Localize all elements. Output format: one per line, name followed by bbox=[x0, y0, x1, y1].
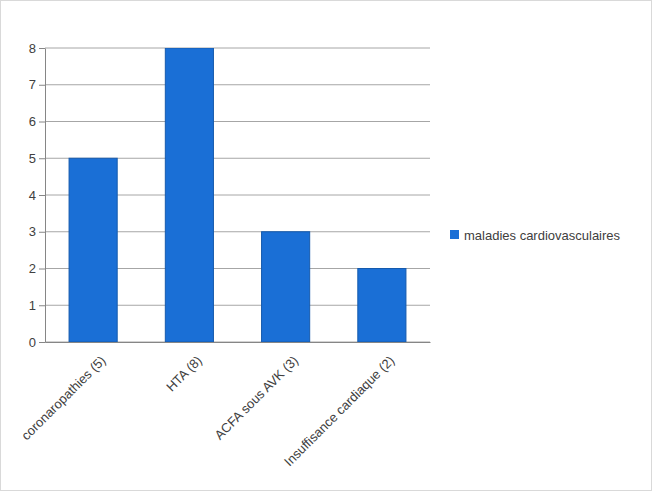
y-tick-label: 0 bbox=[29, 335, 36, 350]
y-axis-line bbox=[45, 49, 46, 343]
x-tick: HTA (8) bbox=[163, 342, 205, 394]
grid-line bbox=[45, 48, 430, 49]
y-tick-label: 8 bbox=[29, 41, 36, 56]
legend-swatch bbox=[450, 230, 459, 239]
y-tick-label: 5 bbox=[29, 151, 36, 166]
legend-item: maladies cardiovasculaires bbox=[450, 228, 621, 243]
y-tick-mark bbox=[39, 158, 45, 159]
legend: maladies cardiovasculaires bbox=[450, 228, 621, 243]
y-tick-label: 2 bbox=[29, 261, 36, 276]
y-tick-mark bbox=[39, 48, 45, 49]
y-tick-mark bbox=[39, 122, 45, 123]
y-tick: 5 bbox=[29, 151, 45, 166]
y-tick-mark bbox=[39, 232, 45, 233]
chart: 0 1 2 3 4 5 6 7 8 coronaropathies (5) HTA (8)ACFA … bbox=[0, 0, 652, 491]
bar bbox=[69, 158, 117, 342]
y-tick: 7 bbox=[29, 77, 45, 92]
x-tick: ACFA sous AVK (3) bbox=[211, 342, 301, 442]
grid bbox=[45, 48, 430, 342]
y-tick: 4 bbox=[29, 188, 45, 203]
x-tick-label: Insuffisance cardiaque (2) bbox=[281, 353, 397, 469]
y-tick-label: 7 bbox=[29, 77, 36, 92]
y-tick-mark bbox=[39, 305, 45, 306]
bar bbox=[165, 48, 213, 342]
x-axis: coronaropathies (5) HTA (8)ACFA sous AVK … bbox=[18, 342, 430, 469]
bar bbox=[262, 232, 310, 342]
bars bbox=[69, 48, 406, 342]
x-tick-label: ACFA sous AVK (3) bbox=[211, 353, 301, 443]
bar bbox=[358, 269, 406, 343]
y-tick: 0 bbox=[29, 335, 45, 350]
y-tick: 6 bbox=[29, 114, 45, 129]
y-tick: 8 bbox=[29, 41, 45, 56]
plot: 0 1 2 3 4 5 6 7 8 coronaropathies (5) HTA (8)ACFA … bbox=[18, 41, 430, 469]
y-tick-mark bbox=[39, 342, 45, 343]
y-tick: 3 bbox=[29, 224, 45, 239]
x-tick-label: HTA (8) bbox=[163, 353, 205, 395]
grid-line bbox=[45, 84, 430, 85]
legend-label: maladies cardiovasculaires bbox=[464, 228, 621, 243]
grid-line bbox=[45, 121, 430, 122]
y-tick-label: 3 bbox=[29, 224, 36, 239]
y-tick: 2 bbox=[29, 261, 45, 276]
y-tick-label: 4 bbox=[29, 188, 36, 203]
x-axis-line bbox=[46, 342, 431, 343]
chart-border bbox=[1, 1, 652, 491]
y-tick: 1 bbox=[29, 298, 45, 313]
y-axis: 0 1 2 3 4 5 6 7 8 bbox=[29, 41, 46, 350]
x-tick: coronaropathies (5) bbox=[18, 342, 108, 443]
y-tick-mark bbox=[39, 85, 45, 86]
y-tick-label: 6 bbox=[29, 114, 36, 129]
x-tick-label: coronaropathies (5) bbox=[18, 353, 108, 443]
x-tick: Insuffisance cardiaque (2) bbox=[281, 342, 397, 469]
y-tick-mark bbox=[39, 195, 45, 196]
y-tick-label: 1 bbox=[29, 298, 36, 313]
y-tick-mark bbox=[39, 269, 45, 270]
